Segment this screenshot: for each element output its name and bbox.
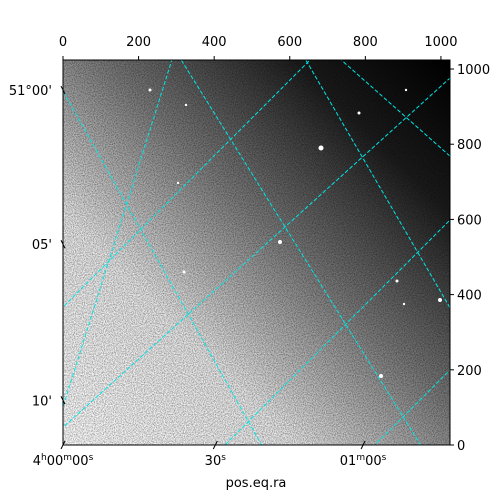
dec-tick — [60, 85, 66, 95]
coordinate-grid — [63, 60, 450, 445]
y-tick-label: 1000 — [457, 63, 490, 78]
ra-tick-label: 30s — [205, 453, 227, 469]
plot-frame — [62, 59, 451, 446]
dec-tick-label: 05' — [32, 238, 52, 253]
dec-tick — [60, 396, 66, 405]
ra-tick — [360, 440, 366, 450]
x-tick-label: 800 — [353, 35, 378, 50]
image — [63, 60, 450, 445]
ra-tick — [212, 440, 218, 450]
x-tick-label: 400 — [202, 35, 227, 50]
dec-tick-label: 10' — [32, 394, 52, 409]
x-tick-label: 0 — [59, 35, 67, 50]
y-tick-label: 200 — [457, 364, 482, 379]
y-tick-label: 400 — [457, 289, 482, 304]
x-tick-label: 1000 — [424, 35, 457, 50]
dec-tick-label: 51°00' — [9, 84, 52, 99]
ra-tick-label: 4h00m00s — [33, 453, 94, 469]
x-tick-label: 600 — [277, 35, 302, 50]
stars — [148, 88, 442, 378]
ra-tick — [60, 440, 66, 450]
ra-tick-label: 01m00s — [340, 453, 387, 469]
y-tick-label: 600 — [457, 213, 482, 228]
y-tick-label: 0 — [457, 439, 465, 454]
dec-tick — [60, 240, 66, 249]
x-tick-label: 200 — [126, 35, 151, 50]
x-axis-label: pos.eq.ra — [226, 476, 287, 491]
y-tick-label: 800 — [457, 138, 482, 153]
